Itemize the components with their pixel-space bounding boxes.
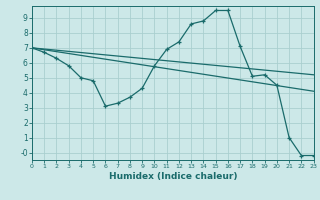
- X-axis label: Humidex (Indice chaleur): Humidex (Indice chaleur): [108, 172, 237, 181]
